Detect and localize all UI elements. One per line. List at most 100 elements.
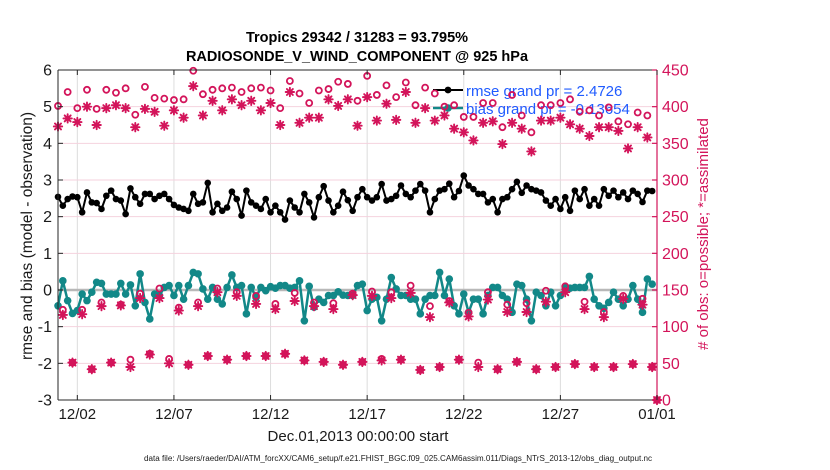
obs-possible-marker [488, 99, 497, 107]
obs-assimilated-marker [120, 102, 131, 114]
y-axis-label-left: rmse and bias (model - observation) [19, 112, 36, 360]
obs-possible-marker [633, 108, 642, 117]
rmse-point [276, 208, 284, 216]
obs-possible-marker [141, 82, 149, 91]
rmse-point [629, 187, 637, 194]
rmse-point [296, 208, 303, 216]
rmse-point [489, 195, 497, 203]
obs-assimilated-marker [589, 361, 600, 373]
obs-assimilated-marker [299, 355, 310, 366]
bias-point [223, 283, 231, 292]
rmse-point [223, 204, 231, 211]
obs-assimilated-marker [207, 95, 218, 106]
rmse-point [247, 199, 255, 206]
tick-labels-layer: -3 -2 -1 0 1 2 3 4 5 6 0 50 100 150 200 250 300 350 400 450… [38, 63, 689, 424]
obs-possible-marker [131, 110, 140, 119]
obs-assimilated-marker [192, 300, 204, 312]
obs-assimilated-marker [362, 91, 373, 103]
obs-possible-marker [208, 85, 217, 94]
obs-assimilated-marker [622, 143, 634, 154]
right-axis-series-layer [52, 66, 663, 406]
obs-possible-marker [585, 106, 594, 115]
rmse-point [397, 182, 405, 189]
x-tick-label: 12/22 [445, 406, 483, 423]
obs-assimilated-marker [197, 110, 209, 121]
obs-possible-marker [624, 120, 632, 129]
rmse-point [88, 199, 96, 206]
obs-assimilated-marker [144, 349, 155, 360]
rmse-point [494, 208, 501, 216]
obs-possible-marker [237, 88, 246, 96]
y-tick-label-right: 100 [662, 319, 689, 336]
obs-possible-marker [92, 104, 101, 113]
obs-assimilated-marker [487, 116, 498, 127]
obs-possible-marker [450, 101, 459, 110]
obs-assimilated-marker [333, 100, 344, 112]
obs-assimilated-marker [482, 294, 494, 305]
bias-point [218, 300, 227, 308]
bias-point [416, 310, 425, 318]
bias-point [387, 273, 396, 282]
bias-point [648, 280, 656, 288]
bias-point [556, 291, 565, 300]
obs-possible-marker [305, 99, 314, 107]
rmse-point [238, 212, 245, 219]
rmse-point [170, 201, 178, 209]
obs-assimilated-marker [221, 354, 233, 365]
bias-point [112, 290, 120, 298]
rmse-point [78, 208, 86, 216]
rmse-point [378, 180, 385, 188]
bias-point [358, 280, 367, 288]
obs-assimilated-marker [67, 357, 78, 368]
obs-assimilated-marker [246, 95, 257, 106]
y-tick-label-right: 300 [662, 173, 689, 190]
obs-possible-marker [575, 107, 584, 116]
rmse-point [474, 190, 482, 198]
obs-assimilated-marker [149, 106, 160, 117]
bias-point [537, 291, 545, 300]
obs-assimilated-marker [96, 300, 107, 312]
obs-possible-marker [517, 111, 526, 120]
rmse-point [547, 202, 555, 209]
obs-possible-marker [566, 95, 574, 104]
bias-point [440, 291, 449, 300]
x-tick-label: 12/12 [252, 406, 290, 423]
bias-point [411, 295, 420, 303]
obs-assimilated-marker [613, 125, 624, 137]
rmse-point [185, 207, 192, 215]
obs-assimilated-marker [429, 115, 440, 126]
bias-point [305, 282, 313, 291]
rmse-point [508, 185, 516, 193]
rmse-point [301, 190, 308, 198]
rmse-point [426, 208, 434, 216]
rmse-point [257, 205, 265, 213]
obs-assimilated-marker [598, 311, 610, 323]
obs-assimilated-marker [159, 120, 170, 131]
obs-possible-marker [440, 102, 449, 111]
legend-rmse-marker [444, 86, 452, 94]
obs-assimilated-marker [212, 287, 223, 298]
obs-assimilated-marker [279, 348, 291, 359]
obs-assimilated-marker [603, 122, 614, 133]
obs-assimilated-marker [627, 358, 638, 370]
obs-assimilated-marker [328, 303, 339, 315]
rmse-point [267, 208, 274, 216]
rmse-point [59, 202, 67, 209]
obs-assimilated-marker [270, 303, 281, 315]
obs-possible-marker [290, 289, 299, 297]
obs-assimilated-marker [178, 112, 189, 123]
rmse-point [634, 190, 641, 198]
obs-possible-marker [382, 81, 391, 90]
obs-assimilated-marker [550, 361, 561, 373]
data-file-caption: data file: /Users/raeder/DAI/ATM_forcXX/… [144, 454, 652, 463]
rmse-point [518, 189, 526, 197]
rmse-point [552, 195, 559, 203]
obs-possible-marker [595, 111, 603, 120]
rmse-point [363, 193, 371, 201]
legend-rmse-label: rmse grand pr = 2.4726 [466, 83, 622, 100]
obs-possible-marker [121, 84, 130, 93]
bias-point [319, 298, 328, 307]
bias-point [479, 310, 487, 318]
obs-possible-marker [102, 85, 111, 94]
